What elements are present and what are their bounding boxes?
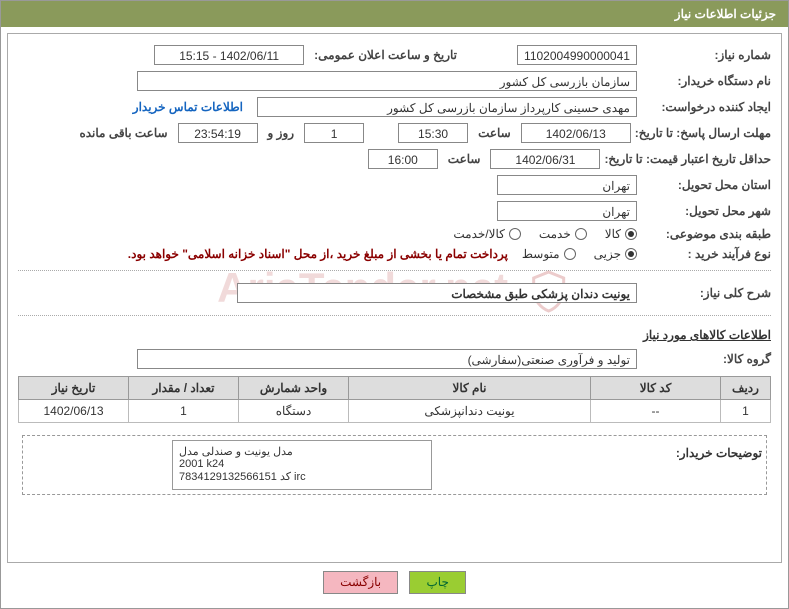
radio-both[interactable]: کالا/خدمت <box>453 227 520 241</box>
buyer-notes-label: توضیحات خریدار: <box>632 440 762 460</box>
print-button[interactable]: چاپ <box>409 571 465 594</box>
days-field: 1 <box>304 123 364 143</box>
row-purchase-type: نوع فرآیند خرید : جزیی متوسط پرداخت تمام… <box>18 244 771 264</box>
row-province: استان محل تحویل: تهران <box>18 172 771 198</box>
table-row: 1 -- یونیت دندانپزشکی دستگاه 1 1402/06/1… <box>19 400 771 423</box>
radio-dot-icon <box>564 248 576 260</box>
buyer-org-field: سازمان بازرسی کل کشور <box>137 71 637 91</box>
deadline-label: مهلت ارسال پاسخ: تا تاریخ: <box>635 126 771 140</box>
radio-goods-label: کالا <box>605 227 621 241</box>
validity-time-field: 16:00 <box>368 149 438 169</box>
radio-minor-label: جزیی <box>594 247 621 261</box>
validity-date-field: 1402/06/31 <box>490 149 600 169</box>
announce-date-field: 1402/06/11 - 15:15 <box>154 45 304 65</box>
time-label-1: ساعت <box>472 126 517 140</box>
need-number-label: شماره نیاز: <box>641 48 771 62</box>
validity-label: حداقل تاریخ اعتبار قیمت: تا تاریخ: <box>604 152 771 166</box>
separator-1 <box>18 270 771 271</box>
row-summary: شرح کلی نیاز: یونیت دندان پزشکی طبق مشخص… <box>18 277 771 309</box>
content-wrap: AriaTender.net شماره نیاز: 1102004990000… <box>1 27 788 608</box>
td-index: 1 <box>721 400 771 423</box>
th-index: ردیف <box>721 377 771 400</box>
radio-dot-icon <box>509 228 521 240</box>
purchase-type-label: نوع فرآیند خرید : <box>641 247 771 261</box>
goods-section-head: اطلاعات کالاهای مورد نیاز <box>18 322 771 346</box>
province-label: استان محل تحویل: <box>641 178 771 192</box>
th-date: تاریخ نیاز <box>19 377 129 400</box>
goods-group-field: تولید و فرآوری صنعتی(سفارشی) <box>137 349 637 369</box>
row-requester: ایجاد کننده درخواست: مهدی حسینی کارپرداز… <box>18 94 771 120</box>
radio-dot-icon <box>625 248 637 260</box>
requester-label: ایجاد کننده درخواست: <box>641 100 771 114</box>
td-unit: دستگاه <box>239 400 349 423</box>
row-category: طبقه بندی موضوعی: کالا خدمت کالا/خدمت <box>18 224 771 244</box>
category-radio-group: کالا خدمت کالا/خدمت <box>453 227 637 241</box>
countdown-field: 23:54:19 <box>178 123 258 143</box>
days-label: روز و <box>262 126 301 140</box>
contact-link[interactable]: اطلاعات تماس خریدار <box>133 100 243 114</box>
buyer-notes-box: توضیحات خریدار: مدل یونیت و صندلی مدل200… <box>22 435 767 495</box>
row-validity: حداقل تاریخ اعتبار قیمت: تا تاریخ: 1402/… <box>18 146 771 172</box>
buyer-org-label: نام دستگاه خریدار: <box>641 74 771 88</box>
title-bar: جزئیات اطلاعات نیاز <box>1 1 788 27</box>
td-code: -- <box>591 400 721 423</box>
category-label: طبقه بندی موضوعی: <box>641 227 771 241</box>
time-label-2: ساعت <box>442 152 487 166</box>
summary-label: شرح کلی نیاز: <box>641 286 771 300</box>
radio-service[interactable]: خدمت <box>539 227 587 241</box>
radio-minor[interactable]: جزیی <box>594 247 637 261</box>
radio-dot-icon <box>625 228 637 240</box>
row-goods-group: گروه کالا: تولید و فرآوری صنعتی(سفارشی) <box>18 346 771 372</box>
separator-2 <box>18 315 771 316</box>
back-button[interactable]: بازگشت <box>323 571 398 594</box>
announce-date-label: تاریخ و ساعت اعلان عمومی: <box>308 48 463 62</box>
buttons-row: چاپ بازگشت <box>7 563 782 602</box>
td-qty: 1 <box>129 400 239 423</box>
goods-table: ردیف کد کالا نام کالا واحد شمارش تعداد /… <box>18 376 771 423</box>
summary-field: یونیت دندان پزشکی طبق مشخصات <box>237 283 637 303</box>
remain-label: ساعت باقی مانده <box>73 126 173 140</box>
main-container: جزئیات اطلاعات نیاز AriaTender.net شماره… <box>0 0 789 609</box>
radio-service-label: خدمت <box>539 227 571 241</box>
row-deadline: مهلت ارسال پاسخ: تا تاریخ: 1402/06/13 سا… <box>18 120 771 146</box>
requester-field: مهدی حسینی کارپرداز سازمان بازرسی کل کشو… <box>257 97 637 117</box>
th-qty: تعداد / مقدار <box>129 377 239 400</box>
th-unit: واحد شمارش <box>239 377 349 400</box>
purchase-type-radio-group: جزیی متوسط <box>522 247 637 261</box>
row-city: شهر محل تحویل: تهران <box>18 198 771 224</box>
goods-group-label: گروه کالا: <box>641 352 771 366</box>
row-buyer-org: نام دستگاه خریدار: سازمان بازرسی کل کشور <box>18 68 771 94</box>
td-date: 1402/06/13 <box>19 400 129 423</box>
form-box: AriaTender.net شماره نیاز: 1102004990000… <box>7 33 782 563</box>
td-name: یونیت دندانپزشکی <box>349 400 591 423</box>
th-name: نام کالا <box>349 377 591 400</box>
radio-medium[interactable]: متوسط <box>522 247 576 261</box>
purchase-note: پرداخت تمام یا بخشی از مبلغ خرید ،از محل… <box>128 247 508 261</box>
city-label: شهر محل تحویل: <box>641 204 771 218</box>
buyer-notes-value: مدل یونیت و صندلی مدل2001 k24کد 78341291… <box>172 440 432 490</box>
city-field: تهران <box>497 201 637 221</box>
deadline-time-field: 15:30 <box>398 123 468 143</box>
th-code: کد کالا <box>591 377 721 400</box>
radio-both-label: کالا/خدمت <box>453 227 504 241</box>
radio-goods[interactable]: کالا <box>605 227 637 241</box>
province-field: تهران <box>497 175 637 195</box>
row-need-number: شماره نیاز: 1102004990000041 تاریخ و ساع… <box>18 42 771 68</box>
radio-dot-icon <box>575 228 587 240</box>
need-number-field: 1102004990000041 <box>517 45 637 65</box>
radio-medium-label: متوسط <box>522 247 560 261</box>
table-header-row: ردیف کد کالا نام کالا واحد شمارش تعداد /… <box>19 377 771 400</box>
deadline-date-field: 1402/06/13 <box>521 123 631 143</box>
